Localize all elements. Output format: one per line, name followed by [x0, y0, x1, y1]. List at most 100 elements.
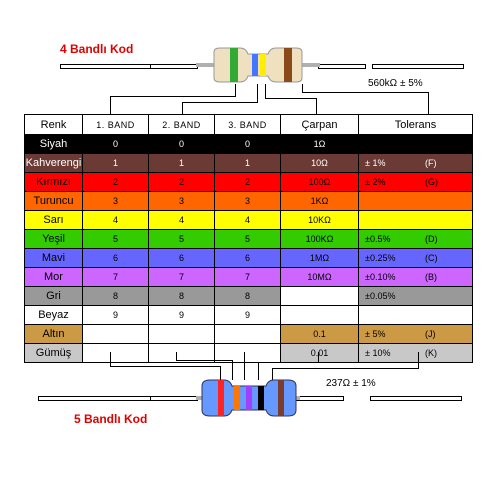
table-row: Gümüş 0.01 ± 10% (K): [24, 343, 473, 363]
tolerance-value: ±0.10% (B): [358, 267, 473, 287]
multiplier-value: [280, 305, 359, 325]
connector-line: [272, 368, 273, 380]
multiplier-value: 10MΩ: [280, 267, 359, 287]
tolerance-percent: ±0.5%: [365, 234, 391, 244]
connector-line: [232, 360, 233, 380]
tolerance-percent: ±0.05%: [365, 291, 396, 301]
multiplier-value: 100Ω: [280, 172, 359, 192]
tolerance-value: ± 1% (F): [358, 153, 473, 173]
tolerance-letter-code: (K): [425, 348, 437, 358]
connector-line: [110, 96, 235, 97]
header-tolerans: Tolerans: [358, 114, 473, 135]
band-2-value: 7: [148, 267, 215, 287]
connector-line: [110, 96, 111, 114]
band-2-value: [148, 324, 215, 344]
multiplier-value: 100KΩ: [280, 229, 359, 249]
connector-line: [428, 92, 429, 114]
four-band-example-value: 560kΩ ± 5%: [368, 78, 423, 89]
tolerance-letter-code: (F): [425, 158, 437, 168]
color-name: Sarı: [24, 210, 83, 230]
band-3-value: 6: [214, 248, 281, 268]
band-3-value: 4: [214, 210, 281, 230]
color-name: Gri: [24, 286, 83, 306]
band-1-value: 4: [82, 210, 149, 230]
connector-line: [272, 368, 419, 369]
connector-line: [176, 352, 177, 360]
multiplier-value: 0.01: [280, 343, 359, 363]
tolerance-percent: ± 10%: [365, 348, 391, 358]
color-name: Yeşil: [24, 229, 83, 249]
band-1-value: 3: [82, 191, 149, 211]
multiplier-value: 10KΩ: [280, 210, 359, 230]
color-name: Turuncu: [24, 191, 83, 211]
table-row: Kahverengi 1 1 1 10Ω ± 1% (F): [24, 153, 473, 173]
multiplier-stripe: [258, 386, 264, 410]
tolerance-letter-code: (C): [425, 253, 438, 263]
connector-line: [418, 352, 419, 368]
tolerance-percent: ± 5%: [365, 329, 386, 339]
color-name: Gümüş: [24, 343, 83, 363]
color-name: Kırmızı: [24, 172, 83, 192]
tolerance-stripe: [278, 380, 284, 416]
color-name: Kahverengi: [24, 153, 83, 173]
tolerance-value: ±0.5% (D): [358, 229, 473, 249]
tolerance-letter-code: (J): [425, 329, 436, 339]
tolerance-value: [358, 191, 473, 211]
connector-line: [258, 362, 259, 380]
table-row: Mavi 6 6 6 1MΩ ±0.25% (C): [24, 248, 473, 268]
lead-bar-left-inner: [150, 396, 198, 401]
color-name: Mavi: [24, 248, 83, 268]
lead-bar-right-inner: [318, 64, 366, 69]
band-2-value: 4: [148, 210, 215, 230]
connector-line: [257, 84, 258, 103]
band-2-value: 3: [148, 191, 215, 211]
band-1-value: [82, 324, 149, 344]
multiplier-value: 1Ω: [280, 134, 359, 154]
table-row: Yeşil 5 5 5 100KΩ ±0.5% (D): [24, 229, 473, 249]
color-name: Beyaz: [24, 305, 83, 325]
tolerance-value: ± 5% (J): [358, 324, 473, 344]
band-3-value: 2: [214, 172, 281, 192]
tolerance-percent: ±0.10%: [365, 272, 396, 282]
band-2-value: 0: [148, 134, 215, 154]
lead-bar-right: [372, 64, 464, 69]
connector-line: [258, 362, 319, 363]
connector-line: [265, 98, 316, 99]
color-name: Siyah: [24, 134, 83, 154]
five-band-title: 5 Bandlı Kod: [74, 412, 148, 426]
band-2-value: 6: [148, 248, 215, 268]
connector-line: [244, 352, 245, 380]
multiplier-value: [280, 286, 359, 306]
table-row: Kırmızı 2 2 2 100Ω ± 2% (G): [24, 172, 473, 192]
header-carpan: Çarpan: [280, 114, 359, 135]
band-3-value: 8: [214, 286, 281, 306]
tolerance-percent: ± 1%: [365, 158, 386, 168]
band-3-value: [214, 343, 281, 363]
band-3-value: 9: [214, 305, 281, 325]
four-band-resistor: [196, 47, 320, 83]
connector-line: [220, 366, 221, 380]
color-code-table: Renk 1. BAND 2. BAND 3. BAND Çarpan Tole…: [24, 114, 473, 363]
table-row: Sarı 4 4 4 10KΩ: [24, 210, 473, 230]
tolerance-value: ±0.05%: [358, 286, 473, 306]
band-1-value: 7: [82, 267, 149, 287]
tolerance-value: [358, 210, 473, 230]
connector-line: [302, 84, 303, 92]
table-row: Gri 8 8 8 ±0.05%: [24, 286, 473, 306]
multiplier-value: 1MΩ: [280, 248, 359, 268]
band-3-value: 0: [214, 134, 281, 154]
band-1-value: 6: [82, 248, 149, 268]
table-row: Altın 0.1 ± 5% (J): [24, 324, 473, 344]
lead-bar-left-inner: [150, 64, 198, 69]
band-1-value: 1: [82, 153, 149, 173]
tolerance-percent: ± 2%: [365, 177, 386, 187]
band-3-value: [214, 324, 281, 344]
band-2-stripe: [234, 386, 240, 410]
connector-line: [110, 352, 111, 366]
band-1-stripe: [218, 380, 224, 416]
band-2-value: 8: [148, 286, 215, 306]
header-band-1: 1. BAND: [82, 114, 149, 135]
tolerance-value: ±0.25% (C): [358, 248, 473, 268]
connector-line: [176, 360, 232, 361]
tolerance-stripe: [284, 48, 292, 82]
